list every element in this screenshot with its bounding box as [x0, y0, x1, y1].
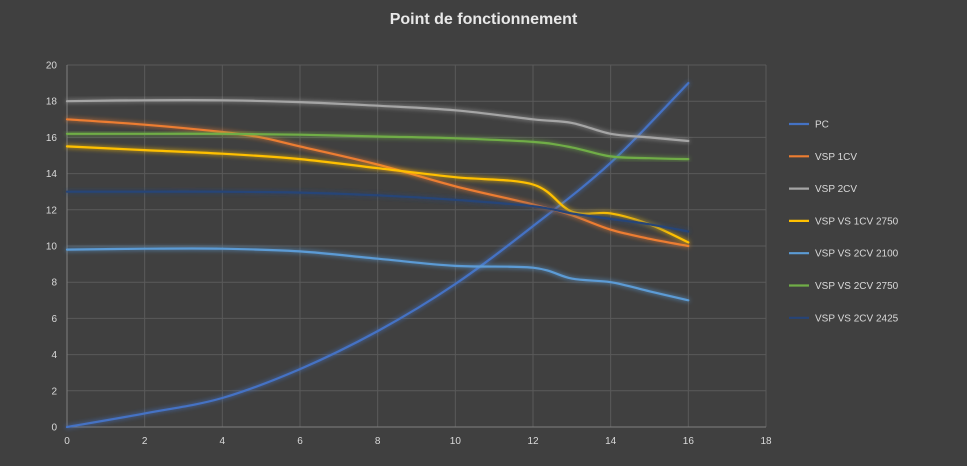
legend-item-vsp-vs-2cv-2425: VSP VS 2CV 2425	[789, 313, 899, 324]
x-tick-label: 16	[683, 436, 695, 447]
legend-label: VSP VS 1CV 2750	[815, 216, 899, 227]
legend-item-vsp-vs-2cv-2100: VSP VS 2CV 2100	[789, 249, 899, 260]
y-tick-label: 18	[46, 97, 58, 108]
axes: 0 2 4 6 8 10 12 14 16 18 20 0 2 4 6 8 10 12 14 16 18	[46, 61, 772, 448]
x-tick-label: 4	[220, 436, 226, 447]
series-line-vsp-vs-2cv-2425	[65, 190, 690, 233]
gridlines	[66, 64, 767, 428]
legend-item-vsp-vs-2cv-2750: VSP VS 2CV 2750	[789, 281, 899, 292]
series-line-vsp-vs-1cv-2750	[65, 145, 690, 244]
y-tick-label: 4	[51, 350, 57, 361]
legend-label: VSP VS 2CV 2750	[815, 281, 899, 292]
legend-item-pc: PC	[789, 120, 829, 131]
y-tick-label: 8	[51, 278, 57, 289]
series-line-vsp-2cv	[65, 99, 690, 143]
y-tick-label: 2	[51, 386, 57, 397]
chart-title: Point de fonctionnement	[389, 11, 578, 28]
legend-label: VSP VS 2CV 2100	[815, 249, 899, 260]
legend-item-vsp-1cv: VSP 1CV	[789, 152, 857, 163]
legend: PC VSP 1CV VSP 2CV VSP VS 1CV 2750 VSP VS 2C…	[789, 120, 899, 324]
series-line-vsp-vs-2cv-2750	[65, 132, 690, 161]
y-tick-label: 12	[46, 205, 58, 216]
y-tick-label: 6	[51, 314, 57, 325]
legend-label: VSP 2CV	[815, 184, 857, 195]
series-line-pc	[65, 82, 690, 429]
y-tick-label: 14	[46, 169, 58, 180]
x-tick-label: 8	[375, 436, 381, 447]
x-tick-label: 10	[450, 436, 462, 447]
legend-item-vsp-vs-1cv-2750: VSP VS 1CV 2750	[789, 216, 899, 227]
legend-label: PC	[815, 120, 829, 131]
series-line-vsp-1cv	[65, 118, 690, 248]
y-tick-label: 20	[46, 61, 58, 72]
y-tick-label: 0	[51, 423, 57, 434]
x-tick-label: 14	[605, 436, 617, 447]
legend-label: VSP VS 2CV 2425	[815, 313, 899, 324]
y-tick-label: 10	[46, 242, 58, 253]
x-tick-label: 2	[142, 436, 148, 447]
legend-label: VSP 1CV	[815, 152, 857, 163]
x-tick-label: 0	[64, 436, 70, 447]
x-tick-label: 6	[297, 436, 303, 447]
plot-area	[65, 82, 690, 429]
y-tick-label: 16	[46, 133, 58, 144]
x-tick-label: 12	[527, 436, 539, 447]
legend-item-vsp-2cv: VSP 2CV	[789, 184, 857, 195]
series-line-vsp-vs-2cv-2100	[65, 247, 690, 302]
x-tick-label: 18	[760, 436, 772, 447]
